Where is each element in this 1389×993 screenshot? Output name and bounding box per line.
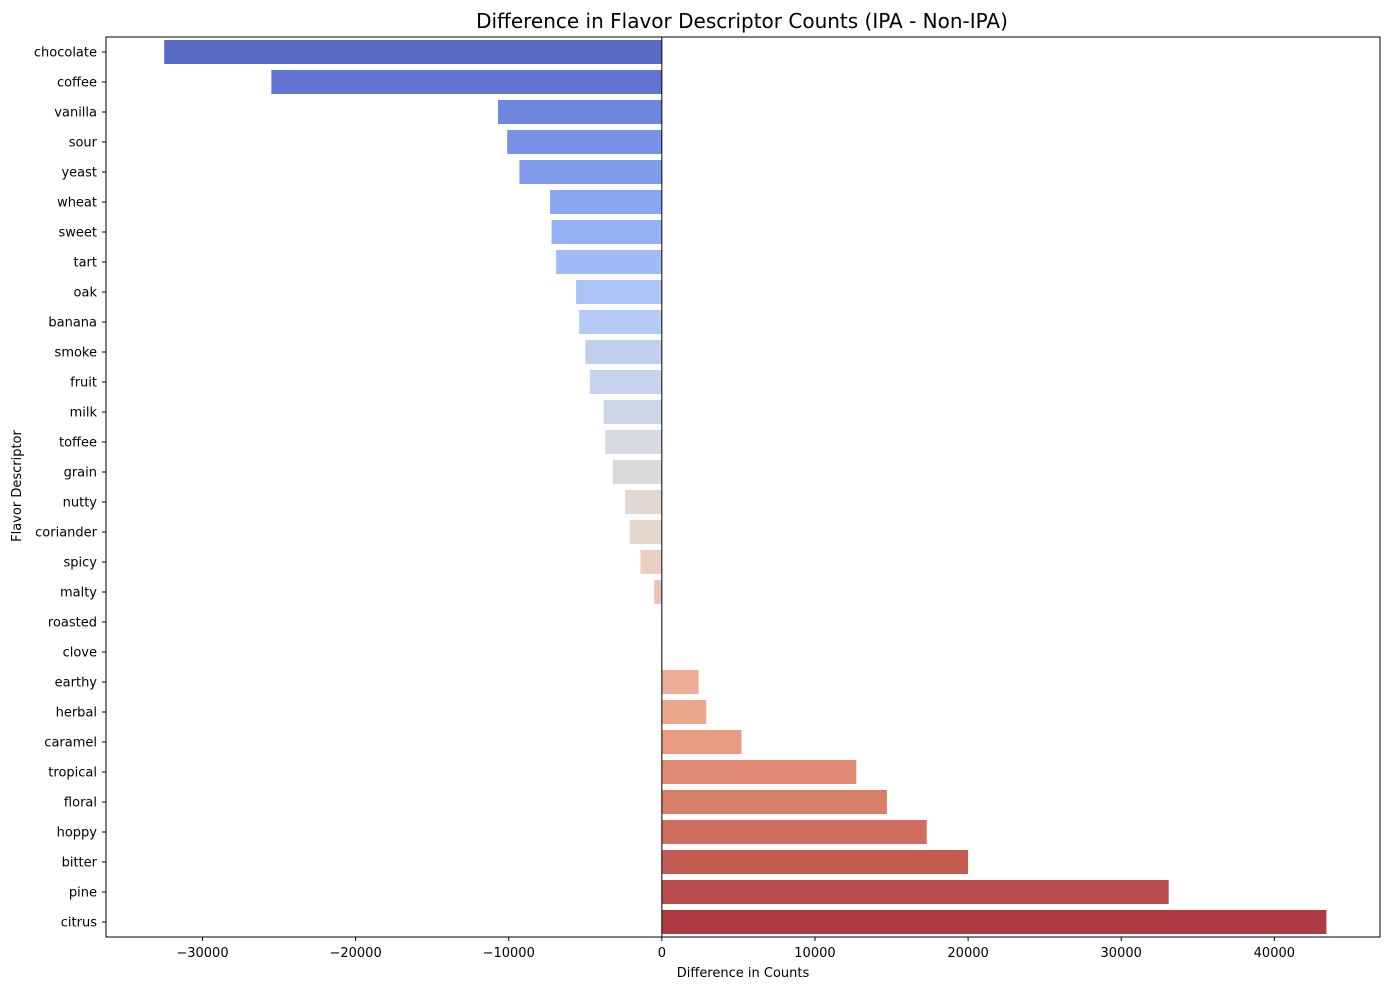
y-tick-label: spicy	[64, 556, 98, 571]
bar-floral	[661, 790, 887, 814]
bar-fruit	[589, 370, 662, 394]
bar-banana	[579, 310, 662, 334]
y-tick-label: chocolate	[34, 46, 97, 61]
bar-milk	[603, 400, 662, 424]
plot-frame	[105, 36, 1381, 938]
y-tick-label: coriander	[35, 526, 98, 541]
y-tick-label: milk	[70, 406, 98, 421]
y-tick-label: citrus	[61, 916, 97, 931]
y-tick-label: earthy	[55, 676, 98, 691]
bar-tropical	[661, 760, 857, 784]
bar-citrus	[661, 910, 1327, 934]
bar-tart	[556, 250, 662, 274]
bar-nutty	[625, 490, 662, 514]
bar-sour	[507, 130, 662, 154]
y-tick-label: malty	[60, 586, 97, 601]
y-tick-label: pine	[69, 886, 97, 901]
x-axis-label: Difference in Counts	[677, 966, 810, 981]
bar-pine	[661, 880, 1169, 904]
bar-chocolate	[164, 40, 662, 64]
bar-toffee	[605, 430, 662, 454]
y-tick-label: banana	[48, 316, 97, 331]
y-tick-label: vanilla	[54, 106, 97, 121]
bar-herbal	[661, 700, 707, 724]
x-tick-label: 10000	[794, 946, 835, 961]
bars-layer	[164, 40, 1327, 934]
bar-earthy	[661, 670, 699, 694]
y-axis-ticks: chocolate coffee vanilla sour yeast wheat swee…	[34, 46, 106, 931]
bar-yeast	[519, 160, 662, 184]
y-tick-label: yeast	[61, 166, 97, 181]
bar-smoke	[585, 340, 662, 364]
bar-coriander	[629, 520, 662, 544]
y-tick-label: caramel	[44, 736, 97, 751]
chart-title: Difference in Flavor Descriptor Counts (…	[476, 9, 1008, 33]
x-tick-label: 0	[658, 946, 666, 961]
y-tick-label: herbal	[56, 706, 97, 721]
bar-hoppy	[661, 820, 927, 844]
y-tick-label: clove	[63, 646, 97, 661]
y-tick-label: sour	[69, 136, 98, 151]
y-tick-label: fruit	[70, 376, 97, 391]
x-axis-ticks: −30000 −20000 −10000 0 10000 20000 30000 40000	[176, 937, 1295, 961]
y-tick-label: grain	[64, 466, 97, 481]
y-tick-label: roasted	[48, 616, 97, 631]
y-tick-label: tart	[73, 256, 97, 271]
y-tick-label: nutty	[63, 496, 98, 511]
bar-wheat	[550, 190, 662, 214]
y-tick-label: coffee	[57, 76, 97, 91]
y-axis-label: Flavor Descriptor	[10, 429, 25, 541]
y-tick-label: floral	[64, 796, 97, 811]
y-tick-label: oak	[74, 286, 98, 301]
x-tick-label: −20000	[329, 946, 381, 961]
bar-coffee	[271, 70, 662, 94]
bar-spicy	[640, 550, 662, 574]
y-tick-label: bitter	[62, 856, 98, 871]
x-tick-label: −30000	[176, 946, 228, 961]
y-tick-label: toffee	[59, 436, 97, 451]
bar-caramel	[661, 730, 742, 754]
y-tick-label: smoke	[55, 346, 97, 361]
bar-malty	[654, 580, 662, 604]
x-tick-label: 30000	[1101, 946, 1142, 961]
x-tick-label: −10000	[483, 946, 535, 961]
bar-sweet	[551, 220, 662, 244]
x-tick-label: 40000	[1254, 946, 1295, 961]
y-tick-label: hoppy	[57, 826, 98, 841]
y-tick-label: wheat	[57, 196, 97, 211]
y-tick-label: sweet	[59, 226, 98, 241]
bar-vanilla	[498, 100, 662, 124]
bar-bitter	[661, 850, 969, 874]
bar-oak	[576, 280, 662, 304]
bar-grain	[612, 460, 662, 484]
y-tick-label: tropical	[48, 766, 97, 781]
x-tick-label: 20000	[947, 946, 988, 961]
